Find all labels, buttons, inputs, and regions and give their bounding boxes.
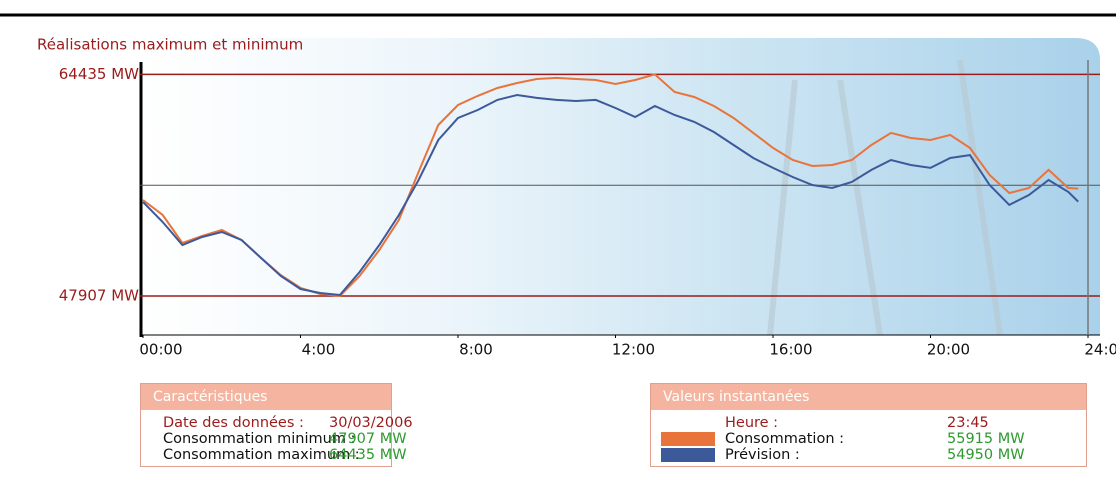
legend-label: Consommation : bbox=[725, 431, 845, 447]
chart-title: Réalisations maximum et minimum bbox=[37, 36, 303, 54]
row-value: 55915 MW bbox=[947, 431, 1025, 447]
y-tick-label: 64435 MW bbox=[59, 65, 139, 83]
x-tick-label: 4:00 bbox=[302, 341, 336, 359]
panel-title: Valeurs instantanées bbox=[651, 384, 1086, 410]
x-tick-label: 16:00 bbox=[769, 341, 812, 359]
pylon-decor bbox=[767, 59, 1003, 336]
plot-background bbox=[140, 38, 1100, 335]
x-tick-label: 24:00 bbox=[1084, 341, 1116, 359]
chart: Réalisations maximum et minimum 47907 MW… bbox=[0, 13, 1116, 359]
row-label: Heure : bbox=[725, 415, 779, 431]
row-label: Consommation maximum : bbox=[163, 447, 360, 463]
characteristics-panel: Caractéristiques Date des données : 30/0… bbox=[140, 383, 413, 467]
y-tick-label: 47907 MW bbox=[59, 287, 139, 305]
row-value: 30/03/2006 bbox=[329, 415, 413, 431]
panel-title: Caractéristiques bbox=[141, 384, 391, 410]
row-value: 47907 MW bbox=[329, 431, 407, 447]
instant-panel: Valeurs instantanées Heure : 23:45 Conso… bbox=[650, 383, 1087, 467]
row-label: Consommation minimum : bbox=[163, 431, 356, 447]
x-tick-label: 00:00 bbox=[139, 341, 182, 359]
legend-swatch bbox=[661, 448, 715, 462]
x-tick-label: 12:00 bbox=[612, 341, 655, 359]
row-label: Date des données : bbox=[163, 415, 304, 431]
row-value: 64435 MW bbox=[329, 447, 407, 463]
row-value: 54950 MW bbox=[947, 447, 1025, 463]
legend-swatch bbox=[661, 432, 715, 446]
series-line bbox=[142, 93, 1079, 297]
row-value: 23:45 bbox=[947, 415, 989, 431]
x-tick-label: 20:00 bbox=[927, 341, 970, 359]
x-tick-label: 8:00 bbox=[459, 341, 493, 359]
legend-label: Prévision : bbox=[725, 447, 800, 463]
